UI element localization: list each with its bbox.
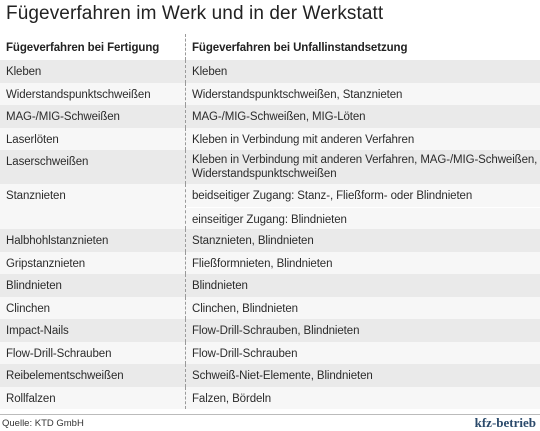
table-row: Kleben Kleben <box>0 60 540 83</box>
production-method: Stanznieten <box>6 190 66 202</box>
joining-methods-table: Fügeverfahren bei Fertigung Fügeverfahre… <box>0 34 540 409</box>
source-note: Quelle: KTD GmbH <box>2 418 84 429</box>
production-method: Impact-Nails <box>6 325 69 337</box>
table-row: Widerstandspunktschweißen Widerstandspun… <box>0 82 540 105</box>
table-row: Impact-Nails Flow-Drill-Schrauben, Blind… <box>0 319 540 342</box>
production-method: Flow-Drill-Schrauben <box>6 347 112 360</box>
repair-method: Schweiß-Niet-Elemente, Blindnieten <box>185 364 540 387</box>
column-header-production: Fügeverfahren bei Fertigung <box>6 42 160 54</box>
production-method: Halbhohlstanznieten <box>6 235 109 247</box>
table-row: Reibelementschweißen Schweiß-Niet-Elemen… <box>0 364 540 387</box>
production-method: MAG-/MIG-Schweißen <box>6 111 120 123</box>
table-row: Laserschweißen Kleben in Verbindung mit … <box>0 150 540 184</box>
repair-method: Falzen, Bördeln <box>185 386 540 409</box>
repair-method: Kleben in Verbindung mit anderen Verfahr… <box>185 127 540 150</box>
production-method: Blindnieten <box>6 280 62 292</box>
repair-method: Widerstandspunktschweißen, Stanznieten <box>185 82 540 105</box>
table-row: MAG-/MIG-Schweißen MAG-/MIG-Schweißen, M… <box>0 105 540 128</box>
repair-method: MAG-/MIG-Schweißen, MIG-Löten <box>185 105 540 128</box>
repair-method: beidseitiger Zugang: Stanz-, Fließform- … <box>192 190 473 202</box>
production-method: Reibelementschweißen <box>6 370 124 382</box>
production-method: Clinchen <box>6 302 50 315</box>
table-header: Fügeverfahren bei Fertigung Fügeverfahre… <box>0 34 540 60</box>
footer: Quelle: KTD GmbH kfz-betrieb <box>0 414 540 431</box>
production-method: Rollfalzen <box>6 392 56 405</box>
repair-method: einseitiger Zugang: Blindnieten <box>186 206 540 230</box>
table-row: Halbhohlstanznieten Stanznieten, Blindni… <box>0 229 540 252</box>
table-row: Flow-Drill-Schrauben Flow-Drill-Schraube… <box>0 341 540 364</box>
repair-method: Blindnieten <box>185 274 540 297</box>
page-title: Fügeverfahren im Werk und in der Werksta… <box>6 3 384 24</box>
table-row: Laserlöten Kleben in Verbindung mit ande… <box>0 127 540 150</box>
production-method: Gripstanznieten <box>6 257 86 270</box>
repair-method: Fließformnieten, Blindnieten <box>185 251 540 274</box>
repair-method: Clinchen, Blindnieten <box>185 296 540 319</box>
repair-method: Kleben in Verbindung mit anderen Verfahr… <box>185 150 540 184</box>
production-method: Laserschweißen <box>6 156 89 168</box>
table-row: Clinchen Clinchen, Blindnieten <box>0 296 540 319</box>
table-row: Stanznieten beidseitiger Zugang: Stanz-,… <box>0 184 540 229</box>
production-method: Widerstandspunktschweißen <box>6 88 151 101</box>
brand-logo: kfz-betrieb <box>474 415 536 430</box>
table-row: Rollfalzen Falzen, Bördeln <box>0 386 540 409</box>
repair-method: Stanznieten, Blindnieten <box>185 229 540 252</box>
repair-method: Flow-Drill-Schrauben <box>185 341 540 364</box>
repair-method: Kleben <box>185 60 540 83</box>
production-method: Laserlöten <box>6 133 59 146</box>
production-method: Kleben <box>6 66 42 78</box>
repair-method: Flow-Drill-Schrauben, Blindnieten <box>185 319 540 342</box>
repair-method-group: beidseitiger Zugang: Stanz-, Fließform- … <box>185 184 540 229</box>
table-row: Gripstanznieten Fließformnieten, Blindni… <box>0 251 540 274</box>
table-row: Blindnieten Blindnieten <box>0 274 540 297</box>
column-header-repair: Fügeverfahren bei Unfallinstandsetzung <box>185 34 540 60</box>
